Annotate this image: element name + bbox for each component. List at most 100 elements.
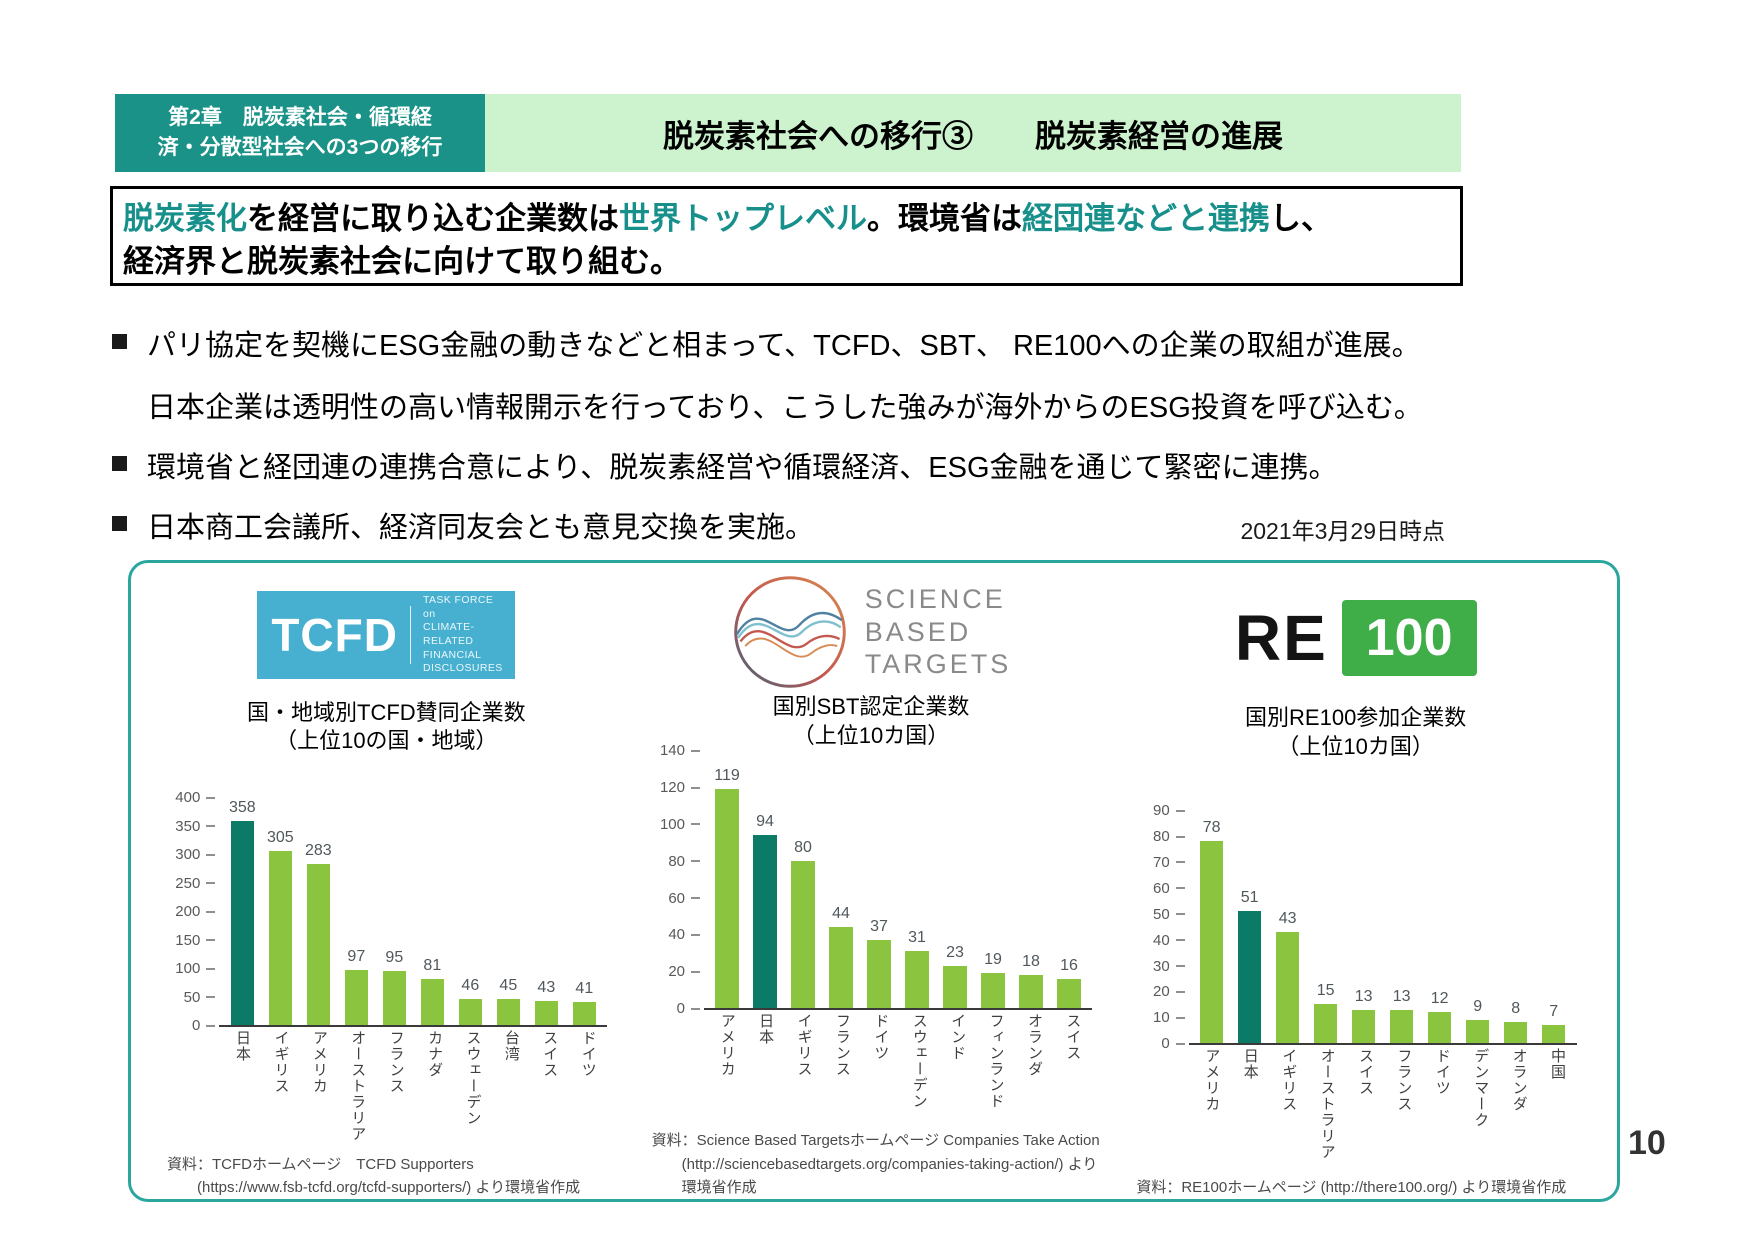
bar <box>1541 1025 1566 1044</box>
bar-value-label: 43 <box>537 978 556 996</box>
x-axis-label: スウェーデン <box>464 1030 482 1127</box>
re100-logo-re: RE <box>1234 601 1328 674</box>
x-axis-labels: アメリカ 日本 イギリス オーストラリア スイス フランス ドイツ デンマーク オランダ 中国 <box>1135 1048 1577 1172</box>
y-axis-tick: 40 <box>650 926 700 943</box>
bullet-item-1-continuation: 日本企業は透明性の高い情報開示を行っており、こうした強みが海外からのESG投資を… <box>147 384 1457 426</box>
bar-value-label: 41 <box>575 979 594 997</box>
bar-value-label: 12 <box>1430 990 1449 1008</box>
x-axis-label-slot: フィンランド <box>977 1013 1015 1125</box>
chart-source-line: 資料：TCFDホームページ TCFD Supporters <box>167 1155 474 1173</box>
x-axis-label-slot: イギリス <box>1269 1048 1307 1172</box>
x-axis-label-slot: 台湾 <box>492 1030 530 1148</box>
bar-slot: 37 <box>860 918 898 1009</box>
bar-highlighted-japan <box>230 821 255 1026</box>
bar-slot: 31 <box>898 929 936 1009</box>
x-axis-label: 日本 <box>757 1013 775 1046</box>
x-axis-label-slot: オランダ <box>1015 1013 1053 1125</box>
bar <box>382 970 407 1026</box>
bars-area: 358 305 283 97 95 81 46 45 43 41 <box>219 797 608 1028</box>
tcfd-logo-row: TCFD TASK FORCE on CLIMATE-RELATED FINAN… <box>257 573 516 697</box>
bar-slot: 7 <box>1535 1003 1573 1044</box>
bar <box>1313 1004 1338 1044</box>
bar <box>867 940 891 1009</box>
bar-slot: 81 <box>413 957 451 1026</box>
chart-title: 国・地域別TCFD賛同企業数 （上位10の国・地域） <box>247 699 526 756</box>
x-axis-label: スイス <box>541 1030 559 1079</box>
x-axis-label: 日本 <box>1241 1048 1259 1081</box>
bar-slot: 45 <box>489 977 527 1026</box>
bar-slot: 80 <box>784 839 822 1009</box>
bar-slot: 8 <box>1497 1000 1535 1044</box>
sbt-text-line: BASED <box>864 616 972 647</box>
bullet-square-icon <box>112 516 127 531</box>
bullet-square-icon <box>112 334 127 349</box>
y-axis-tick: 80 <box>650 853 700 870</box>
bar-value-label: 305 <box>266 829 294 847</box>
chart-source-line: (http://sciencebasedtargets.org/companie… <box>681 1155 1098 1173</box>
bar-value-label: 94 <box>756 812 774 830</box>
charts-panel: TCFD TASK FORCE on CLIMATE-RELATED FINAN… <box>128 560 1620 1202</box>
x-axis-label: フランス <box>833 1013 851 1078</box>
bar-slot: 95 <box>375 949 413 1026</box>
bar <box>1275 931 1300 1044</box>
bullet-text: 環境省と経団連の連携合意により、脱炭素経営や循環経済、ESG金融を通じて緊密に連… <box>147 452 1338 484</box>
bars-area: 119 94 80 44 37 31 23 19 18 16 <box>704 750 1092 1011</box>
x-axis-label-slot: フランス <box>377 1030 415 1148</box>
x-axis-label: イギリス <box>1280 1048 1298 1113</box>
chart-source-line: 資料：Science Based Targetsホームページ Companies… <box>651 1132 1100 1150</box>
y-axis-tick: 100 <box>650 816 700 833</box>
chart-source-line: (https://www.fsb-tcfd.org/tcfd-supporter… <box>197 1178 581 1196</box>
bar-slot: 97 <box>337 948 375 1026</box>
x-axis-label: オランダ <box>1510 1048 1528 1113</box>
x-axis-label: デンマーク <box>1472 1048 1490 1129</box>
summary-accent-3: 経団連などと連携 <box>1022 201 1270 236</box>
tcfd-sub-line: DISCLOSURES <box>422 662 503 675</box>
bar-value-label: 18 <box>1022 953 1040 971</box>
bar <box>420 978 445 1026</box>
x-axis-label-slot: 日本 <box>1231 1048 1269 1172</box>
x-axis-label: 日本 <box>234 1030 252 1063</box>
bullet-item-1: パリ協定を契機にESG金融の動きなどと相まって、TCFD、SBT、 RE100へ… <box>112 322 1457 364</box>
bar <box>905 951 929 1009</box>
x-axis-label: アメリカ <box>718 1013 736 1078</box>
y-axis-tick: 300 <box>165 846 216 863</box>
bar-value-label: 46 <box>461 976 480 994</box>
page-title-text: 脱炭素社会への移行③ 脱炭素経営の進展 <box>663 118 1283 154</box>
sbt-text-line: TARGETS <box>864 649 1012 680</box>
y-axis-tick: 80 <box>1135 828 1185 845</box>
x-axis-label-slot: ドイツ <box>862 1013 900 1125</box>
y-axis-tick: 150 <box>165 932 216 949</box>
bar-value-label: 119 <box>714 766 740 784</box>
y-axis-tick: 0 <box>1135 1035 1185 1052</box>
plot-wrap: 140 120 100 80 60 40 20 0 119 94 80 44 37 31 23 19 18 16 <box>638 742 1105 1017</box>
bar <box>1503 1022 1528 1044</box>
y-axis-tick: 100 <box>165 960 216 977</box>
plot-wrap: 90 80 70 60 50 40 30 20 10 0 78 51 43 15 13 13 12 9 8 7 <box>1122 762 1589 1052</box>
chart-title-line: 国別SBT認定企業数 <box>772 694 970 719</box>
chart-source: 資料：RE100ホームページ (http://there100.org/) より… <box>1122 1176 1589 1199</box>
x-axis-labels: 日本 イギリス アメリカ オーストラリア フランス カナダ スウェーデン 台湾 スイス ドイツ <box>165 1030 607 1148</box>
bar-value-label: 9 <box>1473 997 1483 1015</box>
x-axis-label: アメリカ <box>310 1030 328 1095</box>
bar <box>1199 841 1224 1044</box>
bar-slot: 9 <box>1459 998 1497 1044</box>
x-axis-label: インド <box>949 1013 967 1062</box>
bullet-item-3: 日本商工会議所、経済同友会とも意見交換を実施。 <box>112 504 1457 546</box>
tcfd-logo-subtext: TASK FORCE on CLIMATE-RELATED FINANCIAL … <box>423 594 503 676</box>
x-axis-label: ドイツ <box>579 1030 597 1079</box>
y-axis-tick: 90 <box>1135 802 1185 819</box>
x-axis-label-slot: 日本 <box>746 1013 784 1125</box>
bar <box>1057 978 1081 1009</box>
bar-value-label: 78 <box>1202 819 1221 837</box>
bar <box>458 998 483 1026</box>
y-axis-tick: 60 <box>650 890 700 907</box>
re100-logo-row: RE 100 <box>1235 573 1477 702</box>
bar-value-label: 13 <box>1392 987 1411 1005</box>
bar-highlighted-japan <box>753 834 777 1009</box>
x-axis-label-slot: スウェーデン <box>900 1013 938 1125</box>
x-axis-label: フィンランド <box>987 1013 1005 1110</box>
bar-slot: 51 <box>1231 889 1269 1044</box>
bar <box>534 1000 559 1026</box>
bar-value-label: 13 <box>1354 987 1373 1005</box>
